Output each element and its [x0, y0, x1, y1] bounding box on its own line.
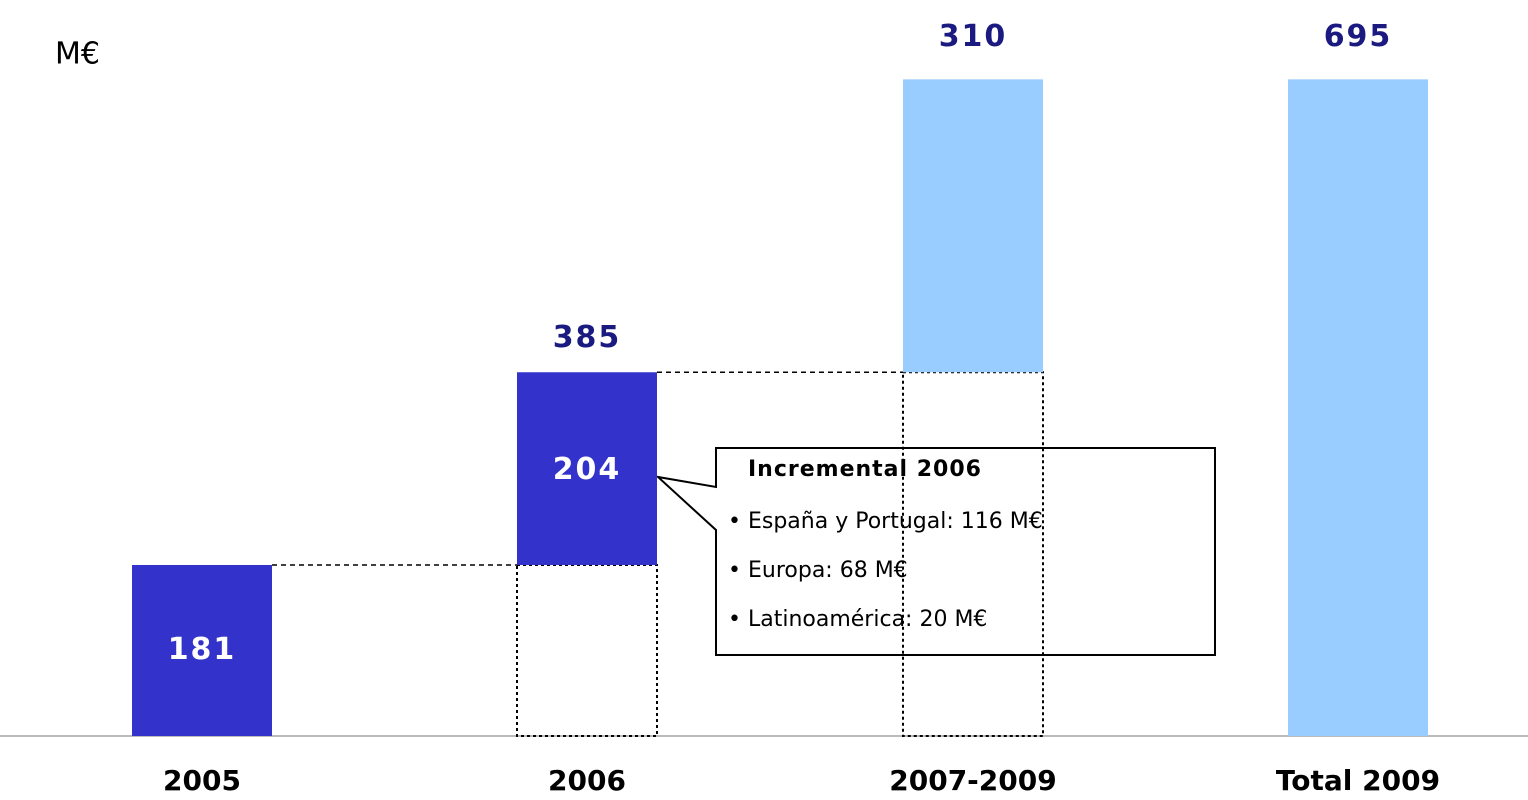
- x-tick-label: 2007-2009: [889, 764, 1056, 797]
- value-label: 310: [939, 19, 1008, 54]
- callout-box: [654, 447, 1216, 656]
- value-label: 695: [1324, 19, 1393, 54]
- x-tick-label: Total 2009: [1276, 764, 1440, 797]
- value-label: 181: [168, 632, 237, 667]
- callout-title: Incremental 2006: [748, 457, 982, 482]
- unit-label: M€: [55, 37, 100, 72]
- bar: [1288, 79, 1428, 737]
- callout-item-text: Europa: 68 M€: [748, 558, 908, 583]
- callout-item: • España y Portugal: 116 M€: [728, 509, 1043, 534]
- value-label: 204: [553, 452, 622, 487]
- x-tick-label: 2005: [163, 764, 241, 797]
- callout-item: • Europa: 68 M€: [728, 558, 908, 583]
- x-tick-label: 2006: [548, 764, 626, 797]
- callout-item: • Latinoamérica: 20 M€: [728, 607, 987, 632]
- base-outline: [516, 563, 658, 738]
- bar: [132, 564, 272, 736]
- bar: [517, 372, 657, 565]
- bar: [903, 79, 1043, 373]
- subtotal-label: 385: [553, 320, 622, 355]
- callout-item-text: Latinoamérica: 20 M€: [748, 607, 987, 632]
- callout-item-text: España y Portugal: 116 M€: [748, 509, 1043, 534]
